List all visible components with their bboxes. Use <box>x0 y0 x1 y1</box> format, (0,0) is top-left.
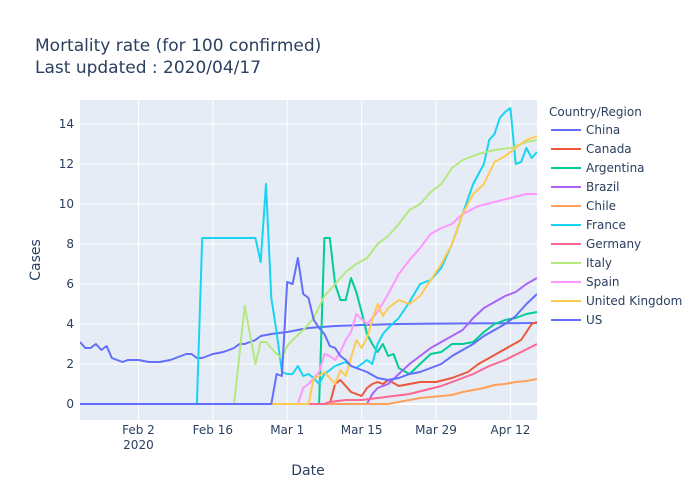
legend-item-china[interactable]: China <box>551 123 620 137</box>
legend-label: Italy <box>586 256 612 270</box>
legend-item-united-kingdom[interactable]: United Kingdom <box>551 294 682 308</box>
y-axis-ticks: 0 2 4 6 8 10 12 14 <box>59 117 74 411</box>
legend-item-argentina[interactable]: Argentina <box>551 161 645 175</box>
legend-title: Country/Region <box>549 105 642 119</box>
series-line-us <box>80 257 537 405</box>
series-line-chile <box>80 378 537 405</box>
legend-label: China <box>586 123 620 137</box>
y-tick-label: 14 <box>59 117 74 131</box>
series-line-brazil <box>80 277 537 405</box>
x-tick-label: Apr 12 <box>491 423 531 437</box>
series-line-argentina <box>80 237 537 405</box>
series-line-canada <box>80 321 537 405</box>
x-axis-title: Date <box>291 463 324 479</box>
legend-label: France <box>586 218 626 232</box>
legend-label: Argentina <box>586 161 645 175</box>
legend-item-canada[interactable]: Canada <box>551 142 632 156</box>
legend-label: Germany <box>586 237 641 251</box>
x-tick-label: Mar 1 <box>270 423 304 437</box>
x-tick-label: Mar 29 <box>415 423 457 437</box>
y-tick-label: 4 <box>66 317 74 331</box>
legend-label: Chile <box>586 199 616 213</box>
legend-item-france[interactable]: France <box>551 218 626 232</box>
y-tick-label: 2 <box>66 357 74 371</box>
y-tick-label: 0 <box>66 397 74 411</box>
x-tick-label: Feb 16 <box>193 423 233 437</box>
series-line-china <box>80 322 537 363</box>
legend-label: Brazil <box>586 180 620 194</box>
y-tick-label: 6 <box>66 277 74 291</box>
series-line-france <box>80 107 537 405</box>
legend-item-spain[interactable]: Spain <box>551 275 620 289</box>
x-tick-label: Mar 15 <box>341 423 383 437</box>
legend-label: US <box>586 313 602 327</box>
legend-item-brazil[interactable]: Brazil <box>551 180 620 194</box>
legend-label: Canada <box>586 142 632 156</box>
y-axis-title: Cases <box>28 239 44 281</box>
chart-subtitle: Last updated : 2020/04/17 <box>35 58 261 78</box>
plot-area <box>80 100 537 420</box>
legend-item-germany[interactable]: Germany <box>551 237 641 251</box>
legend-item-chile[interactable]: Chile <box>551 199 616 213</box>
series-line-germany <box>80 343 537 405</box>
legend: China Canada Argentina Brazil Chile France Ger… <box>551 123 682 327</box>
y-tick-label: 8 <box>66 237 74 251</box>
legend-item-us[interactable]: US <box>551 313 602 327</box>
x-tick-sublabel: 2020 <box>123 438 154 452</box>
legend-label: Spain <box>586 275 620 289</box>
x-tick-label: Feb 2 <box>122 423 155 437</box>
series-line-united-kingdom <box>80 135 537 405</box>
y-tick-label: 12 <box>59 157 74 171</box>
series-layer <box>80 107 537 405</box>
legend-label: United Kingdom <box>586 294 682 308</box>
legend-item-italy[interactable]: Italy <box>551 256 612 270</box>
chart-title: Mortality rate (for 100 confirmed) <box>35 36 321 56</box>
y-tick-label: 10 <box>59 197 74 211</box>
series-line-italy <box>80 139 537 405</box>
